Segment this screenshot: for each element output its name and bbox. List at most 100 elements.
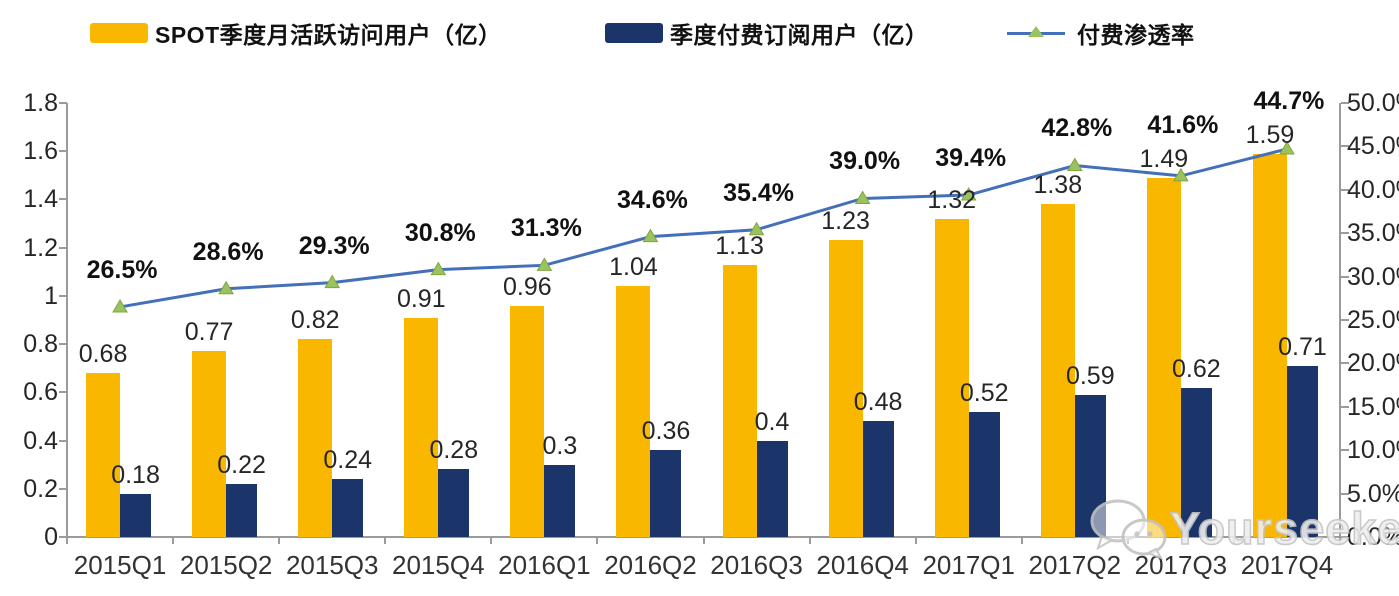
x-axis-category-label: 2016Q2 [604, 550, 697, 580]
triangle-marker-icon [536, 257, 553, 271]
y-axis-left-tick-label: 0.6 [23, 378, 58, 407]
y-axis-right-tick-label: 35.0% [1347, 219, 1399, 248]
penetration-label-2015Q4: 30.8% [404, 218, 476, 247]
legend-item-mau: SPOT季度月活跃访问用户（亿） [90, 18, 502, 48]
y-axis-right-tick [1341, 492, 1349, 495]
y-axis-left-tick-label: 1.2 [23, 233, 58, 262]
y-axis-right-tick [1341, 449, 1349, 452]
y-axis-right-tick-label: 50.0% [1347, 89, 1399, 117]
bar-subscribers-2016Q3 [756, 440, 788, 537]
legend-label-subscribers: 季度付费订阅用户（亿） [670, 22, 929, 48]
x-axis-tick [1020, 537, 1023, 544]
value-label-mau-2017Q2: 1.38 [1033, 171, 1083, 200]
x-axis-category-label: 2017Q3 [1134, 550, 1228, 580]
y-axis-right-tick-label: 25.0% [1347, 306, 1399, 334]
bar-subscribers-2015Q3 [332, 479, 364, 537]
y-axis-right-tick-label: 0.0% [1347, 523, 1399, 551]
value-label-subscribers-2016Q2: 0.36 [641, 417, 691, 446]
x-axis-tick [1232, 537, 1235, 544]
y-axis-left-tick [59, 102, 67, 104]
value-label-mau-2016Q4: 1.23 [821, 207, 870, 236]
x-axis-tick [1339, 537, 1341, 544]
x-axis-category-label: 2015Q1 [73, 550, 167, 580]
bar-mau-2016Q2 [616, 286, 651, 537]
y-axis-right-tick-label: 10.0% [1347, 436, 1399, 465]
value-label-subscribers-2017Q4: 0.71 [1278, 332, 1327, 361]
y-axis-left-tick-label: 0 [44, 523, 58, 551]
penetration-label-2015Q2: 28.6% [192, 237, 264, 266]
triangle-marker-icon [854, 190, 871, 204]
value-label-subscribers-2016Q3: 0.4 [754, 407, 790, 436]
value-label-subscribers-2017Q2: 0.59 [1065, 361, 1115, 390]
watermark-text: Yourseeker [1169, 502, 1399, 555]
bar-mau-2015Q2 [192, 351, 227, 537]
penetration-label-2015Q3: 29.3% [298, 231, 370, 260]
value-label-subscribers-2015Q3: 0.24 [323, 446, 373, 475]
penetration-label-2016Q2: 34.6% [617, 185, 688, 214]
bar-subscribers-2016Q2 [650, 450, 682, 537]
bar-subscribers-2015Q4 [438, 469, 470, 537]
triangle-marker-icon [112, 298, 128, 313]
y-axis-left-tick-label: 1.4 [23, 185, 58, 214]
value-label-subscribers-2015Q1: 0.18 [111, 460, 160, 489]
bar-mau-2015Q4 [404, 317, 439, 537]
x-axis-tick [490, 537, 493, 544]
value-label-subscribers-2015Q4: 0.28 [429, 436, 479, 465]
legend-item-subscribers: 季度付费订阅用户（亿） [605, 18, 929, 48]
y-axis-left-tick-label: 0.8 [23, 330, 58, 359]
penetration-label-2017Q2: 42.8% [1041, 114, 1113, 143]
y-axis-right-tick-label: 40.0% [1347, 175, 1399, 204]
bar-subscribers-2015Q2 [226, 483, 258, 537]
y-axis-right-tick [1341, 232, 1349, 235]
penetration-label-2017Q1: 39.4% [935, 144, 1007, 172]
x-axis-category-label: 2015Q2 [179, 550, 273, 580]
bar-subscribers-2017Q4 [1286, 365, 1318, 537]
y-axis-left-tick [59, 343, 67, 346]
y-axis-right-tick-label: 30.0% [1347, 262, 1399, 291]
line-sample [1007, 25, 1065, 37]
x-axis-tick [808, 537, 811, 544]
value-label-subscribers-2016Q1: 0.3 [542, 431, 578, 460]
y-axis-left-tick-label: 0.4 [23, 426, 58, 455]
value-label-mau-2016Q1: 0.96 [503, 272, 552, 301]
x-axis-tick [172, 537, 175, 544]
x-axis-tick [702, 537, 705, 544]
y-axis-right-tick-label: 15.0% [1347, 392, 1399, 421]
y-axis-left-tick-label: 1.6 [23, 137, 58, 166]
watermark: Yourseeker [1088, 496, 1399, 562]
x-axis-category-label: 2017Q2 [1028, 550, 1122, 580]
bar-subscribers-2016Q4 [862, 421, 894, 537]
penetration-label-2016Q4: 39.0% [829, 147, 901, 176]
y-axis-right-tick [1341, 405, 1349, 408]
wechat-icon [1090, 499, 1167, 560]
y-axis-left-tick [59, 246, 67, 249]
y-axis-right-tick-label: 20.0% [1347, 349, 1399, 378]
x-axis-tick [384, 537, 387, 544]
penetration-label-2016Q3: 35.4% [723, 178, 794, 207]
penetration-label-2015Q1: 26.5% [86, 255, 158, 284]
x-axis-category-label: 2016Q4 [816, 550, 909, 580]
y-axis-left-tick [59, 391, 67, 394]
x-axis-category-label: 2015Q3 [285, 550, 379, 580]
y-axis-left-tick [59, 294, 67, 297]
x-axis-category-label: 2016Q1 [498, 550, 591, 580]
y-axis-right-tick [1341, 145, 1349, 148]
triangle-marker-icon [1066, 157, 1083, 171]
y-axis-left-tick [59, 150, 67, 153]
y-axis-right-tick [1341, 275, 1349, 278]
value-label-mau-2015Q4: 0.91 [396, 284, 446, 313]
value-label-mau-2016Q3: 1.13 [715, 231, 764, 260]
triangle-marker-icon [1028, 25, 1044, 37]
penetration-label-2017Q3: 41.6% [1147, 110, 1219, 139]
value-label-mau-2015Q3: 0.82 [290, 306, 340, 335]
triangle-marker-icon [430, 261, 447, 276]
value-label-subscribers-2016Q4: 0.48 [853, 388, 903, 417]
y-axis-left-line [66, 103, 68, 538]
value-label-subscribers-2015Q2: 0.22 [217, 450, 266, 479]
x-axis-category-label: 2015Q4 [392, 550, 485, 580]
x-axis-category-label: 2017Q4 [1240, 550, 1334, 580]
legend-swatch-subscribers [605, 23, 663, 43]
y-axis-right-tick [1341, 102, 1349, 104]
bar-subscribers-2016Q1 [544, 464, 576, 537]
bar-subscribers-2017Q2 [1074, 394, 1106, 537]
